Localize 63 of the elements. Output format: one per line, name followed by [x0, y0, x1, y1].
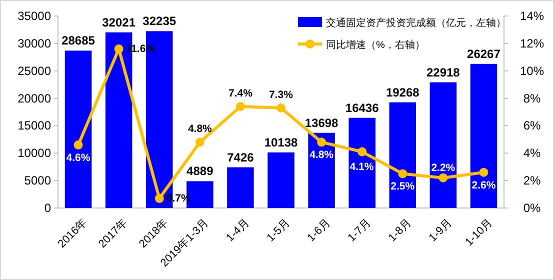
- point: [276, 103, 286, 112]
- y-tick-label: 20000: [18, 91, 52, 106]
- bar: [389, 102, 416, 208]
- bar: [64, 50, 92, 208]
- y-tick-label: 10000: [18, 146, 52, 160]
- point: [114, 44, 124, 54]
- data-label: 7.4%: [228, 88, 254, 100]
- data-label: 4.6%: [66, 152, 91, 164]
- point: [317, 138, 326, 147]
- point: [195, 138, 204, 147]
- data-label: 2.5%: [390, 180, 416, 193]
- data-label: 28685: [62, 34, 96, 48]
- bar: [227, 167, 254, 208]
- point: [74, 140, 83, 150]
- y2-tick-label: 8%: [523, 91, 541, 106]
- data-label: 7426: [227, 150, 254, 164]
- data-label: 4.1%: [350, 160, 374, 173]
- data-label: 2.2%: [431, 162, 456, 174]
- y2-tick-label: 14%: [520, 9, 544, 23]
- point: [236, 102, 245, 112]
- y-tick-label: 35000: [18, 9, 52, 23]
- legend-label: 同比增速（%，右轴）: [326, 39, 425, 51]
- x-tick-label: 1-9月: [426, 216, 454, 244]
- data-label: 4889: [186, 164, 214, 178]
- data-label: 22918: [426, 65, 460, 80]
- y2-tick-label: 6%: [523, 118, 541, 133]
- data-label: 16436: [345, 100, 380, 115]
- x-tick-label: 1-5月: [264, 216, 292, 244]
- y-tick-label: 15000: [18, 118, 52, 133]
- y-tick-label: 0: [44, 201, 52, 215]
- y2-tick-label: 10%: [520, 64, 544, 78]
- point: [154, 194, 164, 203]
- data-label: 2.6%: [472, 179, 496, 192]
- data-label: 13698: [304, 116, 339, 130]
- data-label: 7.3%: [269, 88, 294, 101]
- y2-tick-label: 4%: [523, 146, 541, 160]
- x-tick-label: 1-7月: [346, 216, 374, 244]
- data-label: 26267: [467, 46, 501, 61]
- y2-tick-label: 2%: [523, 174, 541, 188]
- data-label: 19268: [386, 85, 420, 100]
- data-label: 4.8%: [188, 123, 213, 136]
- x-tick-label: 1-6月: [305, 216, 333, 244]
- data-label: 4.8%: [310, 149, 334, 162]
- y-tick-label: 30000: [18, 36, 52, 50]
- data-label: 32021: [102, 15, 136, 30]
- data-label: 32235: [142, 14, 176, 28]
- point: [438, 173, 448, 182]
- bar: [308, 132, 335, 208]
- y2-tick-label: 0%: [523, 201, 541, 215]
- x-tick-label: 1-8月: [386, 216, 414, 244]
- data-label: 10138: [264, 135, 298, 150]
- bar: [430, 82, 457, 208]
- y-tick-label: 5000: [24, 174, 52, 188]
- y2-tick-label: 12%: [520, 36, 544, 50]
- point: [398, 169, 408, 178]
- bar: [268, 152, 294, 208]
- legend-label: 交通固定资产投资完成额（亿元，左轴）: [326, 17, 506, 29]
- point: [358, 147, 367, 156]
- point: [479, 168, 488, 177]
- bar: [348, 118, 376, 208]
- bar: [470, 64, 498, 208]
- y-tick-label: 25000: [18, 64, 52, 78]
- x-tick-label: 1-4月: [224, 216, 252, 244]
